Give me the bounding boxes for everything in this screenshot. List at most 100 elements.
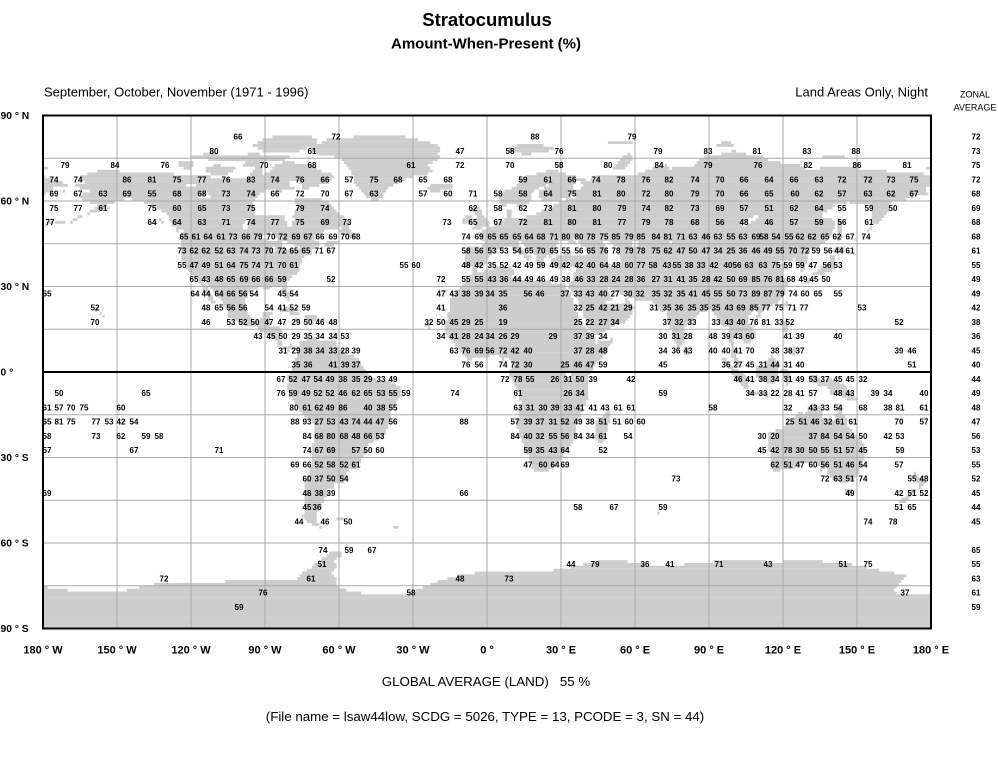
svg-text:69: 69 <box>321 218 330 227</box>
svg-text:36: 36 <box>675 304 684 313</box>
svg-text:48: 48 <box>202 304 211 313</box>
svg-text:61: 61 <box>599 432 608 441</box>
svg-text:65: 65 <box>142 389 151 398</box>
svg-text:72: 72 <box>296 190 305 199</box>
svg-text:36: 36 <box>722 361 731 370</box>
svg-text:57: 57 <box>43 446 52 455</box>
svg-text:50: 50 <box>809 446 818 455</box>
svg-text:53: 53 <box>376 432 385 441</box>
svg-text:41: 41 <box>689 289 698 298</box>
svg-text:50: 50 <box>889 204 898 213</box>
svg-text:45: 45 <box>834 375 843 384</box>
svg-text:47: 47 <box>702 247 711 256</box>
svg-text:35: 35 <box>536 446 545 455</box>
svg-text:59: 59 <box>796 261 805 270</box>
svg-text:53: 53 <box>488 247 497 256</box>
svg-text:84: 84 <box>111 161 120 170</box>
svg-text:51: 51 <box>799 418 808 427</box>
svg-text:55: 55 <box>838 204 847 213</box>
svg-text:76: 76 <box>642 175 651 184</box>
svg-text:50: 50 <box>727 289 736 298</box>
svg-text:September, October, November (: September, October, November (1971 - 199… <box>44 85 308 100</box>
svg-text:59: 59 <box>972 603 981 612</box>
svg-text:60: 60 <box>539 460 548 469</box>
svg-text:43: 43 <box>340 418 349 427</box>
svg-text:56: 56 <box>389 418 398 427</box>
svg-text:56: 56 <box>239 304 248 313</box>
svg-text:39: 39 <box>722 332 731 341</box>
svg-text:68: 68 <box>173 190 182 199</box>
svg-text:63: 63 <box>834 475 843 484</box>
svg-text:86: 86 <box>339 403 348 412</box>
svg-text:75: 75 <box>772 261 781 270</box>
svg-text:76: 76 <box>462 361 471 370</box>
svg-text:75: 75 <box>972 161 981 170</box>
svg-text:55: 55 <box>389 389 398 398</box>
svg-text:35: 35 <box>689 275 698 284</box>
svg-text:55: 55 <box>549 432 558 441</box>
svg-text:69: 69 <box>752 232 761 241</box>
svg-text:44: 44 <box>202 289 211 298</box>
svg-text:75: 75 <box>80 403 89 412</box>
svg-text:54: 54 <box>130 418 139 427</box>
svg-text:72: 72 <box>278 247 287 256</box>
svg-text:74: 74 <box>864 517 873 526</box>
svg-text:53: 53 <box>809 375 818 384</box>
svg-text:45: 45 <box>702 289 711 298</box>
svg-text:66: 66 <box>265 275 274 284</box>
svg-text:73: 73 <box>672 475 681 484</box>
svg-text:42: 42 <box>475 261 484 270</box>
svg-text:79: 79 <box>591 560 600 569</box>
svg-text:81: 81 <box>55 418 64 427</box>
svg-text:28: 28 <box>586 346 595 355</box>
svg-text:46: 46 <box>702 232 711 241</box>
svg-text:57: 57 <box>895 460 904 469</box>
svg-text:66: 66 <box>740 175 749 184</box>
svg-text:34: 34 <box>316 332 325 341</box>
svg-text:70: 70 <box>91 318 100 327</box>
svg-text:70: 70 <box>789 247 798 256</box>
svg-text:56: 56 <box>972 432 981 441</box>
svg-text:64: 64 <box>227 261 236 270</box>
svg-text:71: 71 <box>222 218 231 227</box>
svg-text:61: 61 <box>972 247 981 256</box>
svg-text:49: 49 <box>326 403 335 412</box>
svg-text:65: 65 <box>908 503 917 512</box>
svg-text:64: 64 <box>173 218 182 227</box>
svg-text:72: 72 <box>160 574 169 583</box>
svg-text:41: 41 <box>746 375 755 384</box>
svg-text:43: 43 <box>663 261 672 270</box>
svg-text:52: 52 <box>561 418 570 427</box>
svg-text:83: 83 <box>704 147 713 156</box>
svg-text:27: 27 <box>652 275 661 284</box>
svg-text:67: 67 <box>846 232 855 241</box>
svg-text:63: 63 <box>739 232 748 241</box>
svg-text:69: 69 <box>327 446 336 455</box>
svg-text:35: 35 <box>688 304 697 313</box>
svg-text:59: 59 <box>524 446 533 455</box>
svg-text:75: 75 <box>370 175 379 184</box>
svg-text:57: 57 <box>846 446 855 455</box>
svg-text:77: 77 <box>92 418 101 427</box>
svg-text:43: 43 <box>764 560 773 569</box>
svg-text:Land Areas Only, Night: Land Areas Only, Night <box>795 85 928 100</box>
svg-text:46: 46 <box>316 318 325 327</box>
svg-text:70: 70 <box>341 232 350 241</box>
svg-text:38: 38 <box>784 346 793 355</box>
svg-text:40: 40 <box>722 346 731 355</box>
svg-text:61: 61 <box>865 218 874 227</box>
svg-text:41: 41 <box>278 304 287 313</box>
svg-text:61: 61 <box>514 389 523 398</box>
svg-text:54: 54 <box>314 375 323 384</box>
svg-text:79: 79 <box>776 289 785 298</box>
svg-text:50: 50 <box>576 375 585 384</box>
svg-text:52: 52 <box>239 318 248 327</box>
svg-text:54: 54 <box>834 432 843 441</box>
svg-text:45: 45 <box>972 517 981 526</box>
svg-text:30 ° S: 30 ° S <box>1 453 29 464</box>
svg-text:55: 55 <box>400 261 409 270</box>
svg-text:49: 49 <box>972 275 981 284</box>
svg-text:27: 27 <box>599 318 608 327</box>
svg-text:72: 72 <box>501 375 510 384</box>
svg-text:80: 80 <box>290 403 299 412</box>
